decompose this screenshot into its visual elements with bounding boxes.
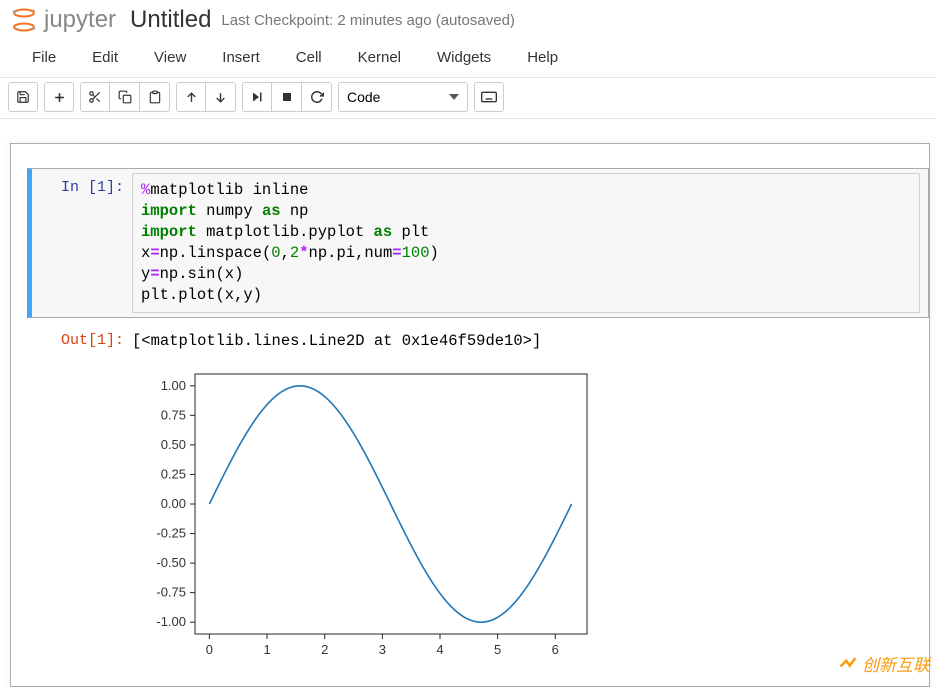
svg-text:-0.50: -0.50: [156, 555, 186, 570]
svg-text:2: 2: [321, 642, 328, 657]
code-cell[interactable]: In [1]: %matplotlib inline import numpy …: [27, 168, 929, 318]
stop-icon: [281, 91, 293, 103]
svg-text:1: 1: [263, 642, 270, 657]
scissors-icon: [88, 90, 102, 104]
menu-widgets[interactable]: Widgets: [419, 41, 509, 74]
output-row: Out[1]: [<matplotlib.lines.Line2D at 0x1…: [27, 322, 929, 350]
svg-text:3: 3: [379, 642, 386, 657]
menu-insert[interactable]: Insert: [204, 41, 278, 74]
arrow-down-icon: [214, 91, 227, 104]
header: jupyter Untitled Last Checkpoint: 2 minu…: [0, 0, 936, 38]
logo-text: jupyter: [44, 6, 116, 34]
svg-text:-1.00: -1.00: [156, 614, 186, 629]
run-button[interactable]: [242, 82, 272, 112]
arrow-up-icon: [185, 91, 198, 104]
code-input[interactable]: %matplotlib inline import numpy as np im…: [132, 173, 920, 313]
svg-text:1.00: 1.00: [161, 377, 186, 392]
menu-view[interactable]: View: [136, 41, 204, 74]
menu-kernel[interactable]: Kernel: [340, 41, 419, 74]
menubar: File Edit View Insert Cell Kernel Widget…: [0, 38, 936, 78]
copy-button[interactable]: [110, 82, 140, 112]
toolbar: Code: [0, 78, 936, 119]
restart-button[interactable]: [302, 82, 332, 112]
logo[interactable]: jupyter: [10, 6, 130, 34]
menu-file[interactable]: File: [14, 41, 74, 74]
svg-text:0.75: 0.75: [161, 407, 186, 422]
menu-edit[interactable]: Edit: [74, 41, 136, 74]
plot-output: -1.00 -0.75 -0.50 -0.25 0.00 0.25 0.50 0.75 1.00…: [27, 350, 929, 686]
sine-chart: -1.00 -0.75 -0.50 -0.25 0.00 0.25 0.50 0.75 1.00…: [137, 366, 597, 666]
checkpoint-text: Last Checkpoint: 2 minutes ago (autosave…: [221, 12, 515, 29]
menu-help[interactable]: Help: [509, 41, 576, 74]
plus-icon: [53, 91, 66, 104]
svg-text:-0.25: -0.25: [156, 525, 186, 540]
svg-text:5: 5: [494, 642, 501, 657]
svg-text:4: 4: [436, 642, 443, 657]
cut-button[interactable]: [80, 82, 110, 112]
svg-text:6: 6: [552, 642, 559, 657]
output-prompt: Out[1]:: [32, 326, 132, 350]
refresh-icon: [310, 90, 324, 104]
menu-cell[interactable]: Cell: [278, 41, 340, 74]
output-text: [<matplotlib.lines.Line2D at 0x1e46f59de…: [132, 326, 541, 350]
notebook-container: In [1]: %matplotlib inline import numpy …: [10, 143, 930, 687]
save-icon: [16, 90, 30, 104]
jupyter-icon: [10, 6, 38, 34]
copy-icon: [118, 90, 132, 104]
watermark-icon: [838, 654, 858, 674]
svg-text:-0.75: -0.75: [156, 584, 186, 599]
move-up-button[interactable]: [176, 82, 206, 112]
notebook-title[interactable]: Untitled: [130, 6, 221, 34]
svg-text:0.25: 0.25: [161, 466, 186, 481]
paste-button[interactable]: [140, 82, 170, 112]
step-forward-icon: [251, 91, 263, 103]
save-button[interactable]: [8, 82, 38, 112]
svg-text:0.50: 0.50: [161, 436, 186, 451]
command-palette-button[interactable]: [474, 82, 504, 112]
interrupt-button[interactable]: [272, 82, 302, 112]
add-cell-button[interactable]: [44, 82, 74, 112]
paste-icon: [148, 90, 162, 104]
svg-text:0: 0: [206, 642, 213, 657]
watermark: 创新互联: [838, 651, 930, 676]
cell-type-select[interactable]: Code: [338, 82, 468, 112]
svg-text:0.00: 0.00: [161, 496, 186, 511]
keyboard-icon: [481, 91, 497, 103]
move-down-button[interactable]: [206, 82, 236, 112]
input-prompt: In [1]:: [32, 173, 132, 313]
